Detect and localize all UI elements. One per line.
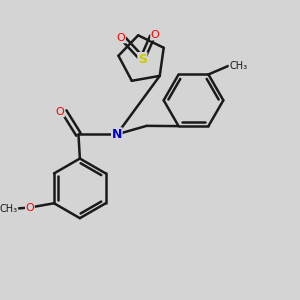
Text: S: S [138,52,147,66]
Text: CH₃: CH₃ [229,61,247,71]
Text: CH₃: CH₃ [0,204,18,214]
Text: O: O [26,202,34,212]
Text: N: N [112,128,122,141]
Text: O: O [151,30,160,40]
Text: O: O [56,106,64,117]
Text: O: O [117,33,125,43]
